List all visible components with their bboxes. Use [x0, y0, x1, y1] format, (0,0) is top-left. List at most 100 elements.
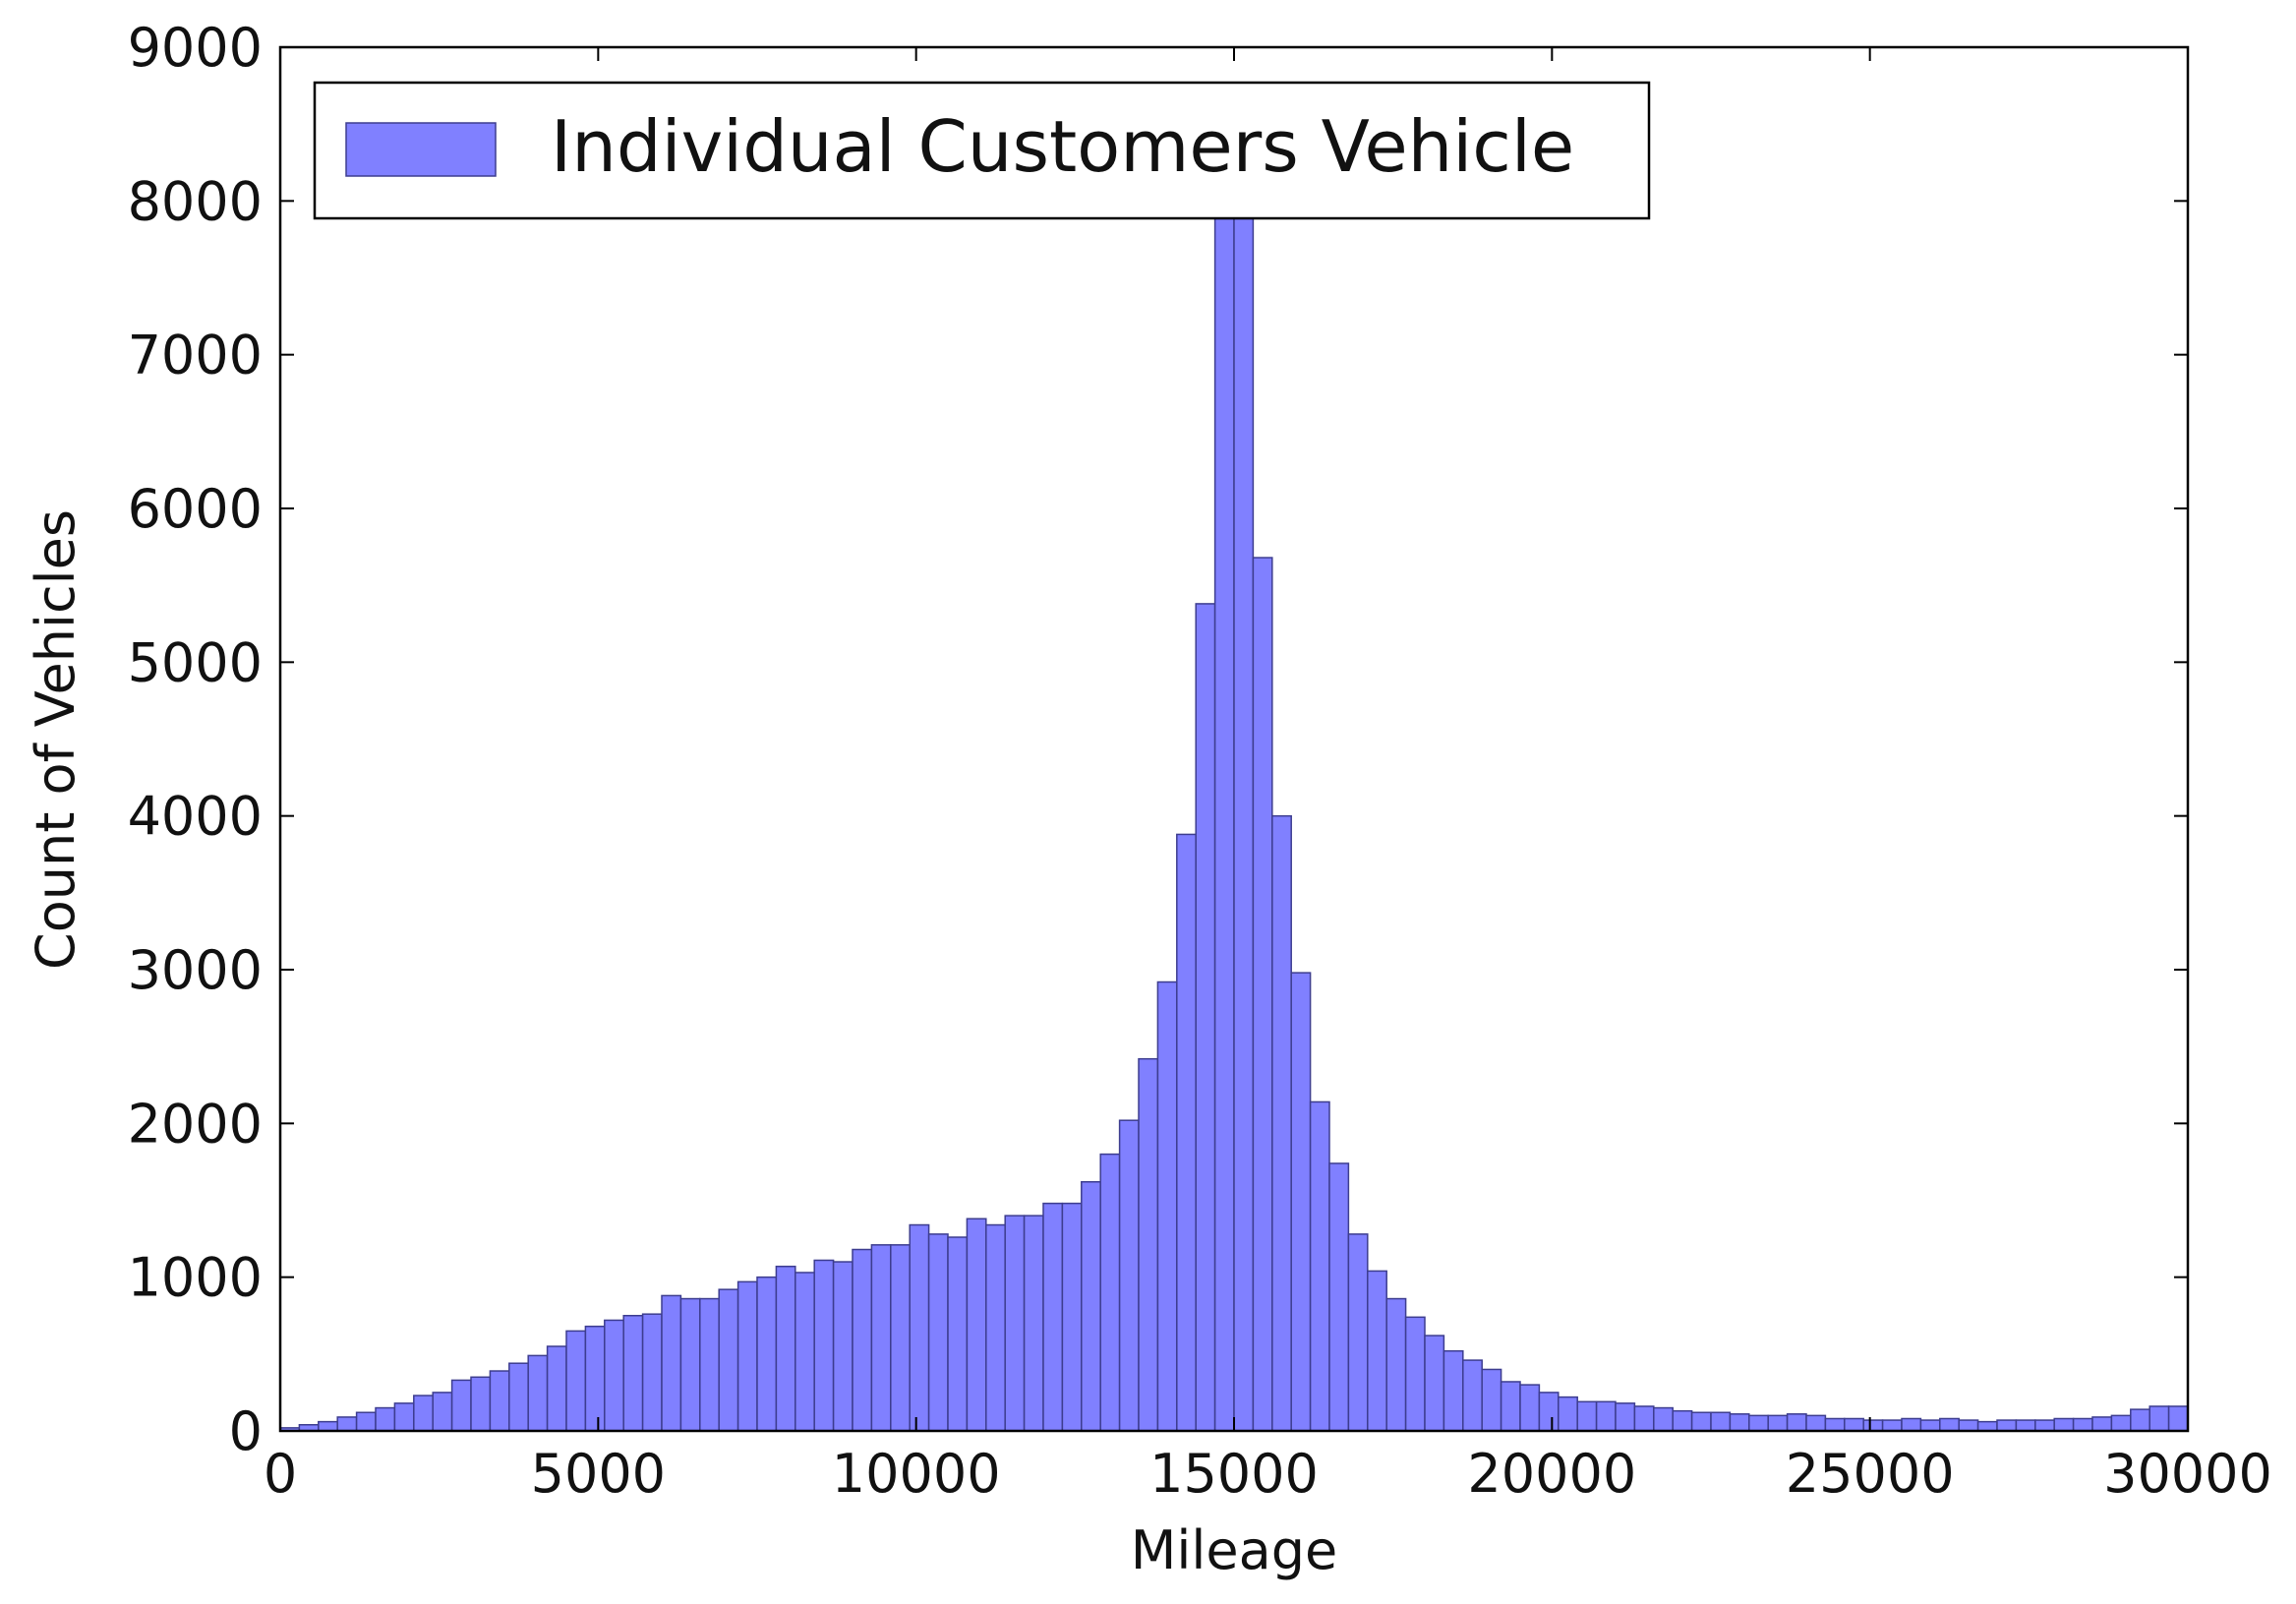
- histogram-bar: [584, 1325, 606, 1432]
- y-tick-label: 5000: [128, 631, 263, 693]
- histogram-bar: [927, 1233, 949, 1432]
- histogram-bar: [2130, 1408, 2150, 1432]
- histogram-bar: [1690, 1411, 1712, 1432]
- y-tick-label: 0: [229, 1400, 263, 1462]
- histogram-bar: [622, 1315, 644, 1432]
- histogram-bar: [1138, 1057, 1159, 1432]
- x-tick-label: 0: [264, 1443, 297, 1505]
- histogram-bar: [1958, 1419, 1979, 1432]
- y-tick-label: 6000: [128, 478, 263, 540]
- histogram-bar: [661, 1294, 682, 1432]
- histogram-bar: [2015, 1419, 2036, 1432]
- histogram-bar: [508, 1362, 529, 1432]
- histogram-bar: [1099, 1153, 1121, 1432]
- histogram-bar: [1615, 1402, 1636, 1432]
- x-tick-label: 20000: [1467, 1443, 1636, 1505]
- histogram-bar: [1481, 1368, 1502, 1432]
- histogram-bar: [1290, 972, 1312, 1432]
- histogram-bar: [318, 1420, 338, 1432]
- histogram-bar: [1786, 1413, 1807, 1432]
- histogram-bar: [2053, 1417, 2075, 1432]
- x-axis-title: Mileage: [1131, 1519, 1337, 1581]
- y-tick-label: 4000: [128, 786, 263, 848]
- legend: Individual Customers Vehicle: [313, 81, 1651, 220]
- histogram-bar: [470, 1376, 492, 1432]
- histogram-bar: [2110, 1414, 2132, 1432]
- histogram-bar: [565, 1330, 587, 1432]
- histogram-bar: [1367, 1270, 1387, 1432]
- histogram-bar: [546, 1345, 567, 1432]
- histogram-bar: [832, 1261, 854, 1432]
- histogram-bar: [699, 1297, 720, 1432]
- histogram-bar: [1824, 1417, 1846, 1432]
- histogram-bar: [355, 1411, 377, 1432]
- histogram-bar: [736, 1280, 758, 1432]
- histogram-bar: [2149, 1405, 2170, 1432]
- histogram-bar: [1748, 1414, 1769, 1432]
- histogram-bar: [852, 1248, 873, 1432]
- histogram-bar: [890, 1244, 911, 1432]
- y-tick-label: 7000: [128, 325, 263, 386]
- histogram-bar: [393, 1402, 415, 1432]
- histogram-bar: [450, 1379, 472, 1432]
- histogram-bar: [966, 1218, 987, 1432]
- histogram-bar: [1500, 1381, 1521, 1432]
- histogram-bar: [1976, 1420, 1998, 1432]
- histogram-bar: [604, 1319, 624, 1432]
- histogram-bar: [1042, 1202, 1064, 1432]
- legend-swatch: [345, 122, 497, 177]
- y-tick-label: 2000: [128, 1093, 263, 1155]
- histogram-bar: [2072, 1417, 2093, 1432]
- histogram-bar: [641, 1313, 663, 1432]
- histogram-bar: [985, 1223, 1006, 1432]
- histogram-bar: [1328, 1162, 1350, 1432]
- histogram-bar: [1881, 1419, 1903, 1432]
- histogram-bar: [1271, 814, 1292, 1432]
- y-tick-label: 1000: [128, 1247, 263, 1309]
- histogram-bar: [1004, 1215, 1026, 1432]
- x-tick-label: 5000: [531, 1443, 666, 1505]
- histogram-bar: [1442, 1349, 1464, 1432]
- histogram-bar: [1844, 1417, 1864, 1432]
- histogram-bar: [756, 1276, 778, 1432]
- histogram-bar: [679, 1297, 701, 1432]
- histogram-bar: [1195, 603, 1216, 1432]
- histogram-bar: [1081, 1180, 1101, 1432]
- histogram-bar: [336, 1416, 358, 1432]
- plot-frame: [278, 45, 2190, 1433]
- histogram-bar: [375, 1406, 396, 1432]
- histogram-bar: [1061, 1202, 1083, 1432]
- histogram-bar: [2034, 1419, 2055, 1432]
- histogram-bar: [1767, 1414, 1789, 1432]
- y-tick-label: 9000: [128, 17, 263, 79]
- x-tick-label: 10000: [832, 1443, 1001, 1505]
- histogram-bar: [1519, 1384, 1541, 1432]
- histogram-bar: [1919, 1419, 1941, 1432]
- histogram-bar: [1023, 1215, 1044, 1432]
- histogram-bar: [1538, 1392, 1560, 1432]
- x-tick-label: 25000: [1786, 1443, 1955, 1505]
- histogram-bar: [1862, 1419, 1884, 1432]
- legend-box: [313, 81, 1651, 220]
- histogram-bar: [1996, 1419, 2018, 1432]
- histogram-bar: [1672, 1409, 1693, 1432]
- histogram-bar: [1710, 1411, 1732, 1432]
- histogram-bar: [1156, 980, 1178, 1432]
- histogram-bar: [947, 1236, 969, 1432]
- y-axis-title: Count of Vehicles: [25, 509, 87, 970]
- histogram-bar: [1729, 1413, 1750, 1432]
- histogram-bar: [527, 1354, 549, 1432]
- histogram-bar: [775, 1265, 796, 1432]
- histogram-bar: [2167, 1405, 2189, 1432]
- histogram-bar: [909, 1223, 930, 1432]
- histogram-bar: [1462, 1359, 1483, 1432]
- histogram-bar: [1252, 557, 1273, 1432]
- histogram-bar: [413, 1395, 434, 1432]
- histogram-bar: [1309, 1100, 1330, 1432]
- legend-label: Individual Customers Vehicle: [551, 105, 1574, 188]
- histogram-bar: [1653, 1406, 1674, 1432]
- histogram-bar: [1385, 1297, 1407, 1432]
- histogram-bar: [1233, 215, 1255, 1432]
- histogram-bar: [1595, 1400, 1617, 1432]
- y-tick-labels: 0 1000 2000 3000 4000 5000 6000 7000 8000 9000: [128, 17, 263, 1462]
